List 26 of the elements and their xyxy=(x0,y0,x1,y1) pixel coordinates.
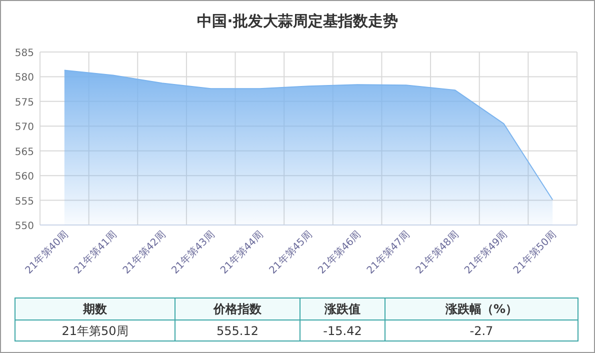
text: 涨跌幅（%） xyxy=(444,302,518,316)
y-tick-label: 560 xyxy=(14,172,34,183)
y-tick-label: 565 xyxy=(14,146,34,158)
text: -15.42 xyxy=(323,324,362,338)
text: -2.7 xyxy=(470,324,494,338)
x-tick-label: 21年第48周 xyxy=(413,228,462,276)
y-tick-label: 570 xyxy=(14,122,34,134)
x-tick-label: 21年第44周 xyxy=(218,228,266,276)
text: 21年第50周 xyxy=(62,324,128,338)
text: 价格指数 xyxy=(212,302,262,316)
x-tick-label: 21年第43周 xyxy=(169,228,217,276)
x-tick-label: 21年第41周 xyxy=(72,228,120,276)
y-tick-label: 555 xyxy=(14,196,34,208)
x-tick-label: 21年第45周 xyxy=(266,228,315,276)
y-tick-label: 585 xyxy=(14,48,34,59)
x-tick-label: 21年第50周 xyxy=(511,228,559,276)
x-tick-label: 21年第47周 xyxy=(364,228,412,276)
x-tick-label: 21年第42周 xyxy=(120,228,168,276)
y-tick-label: 575 xyxy=(14,97,34,108)
x-tick-label: 21年第49周 xyxy=(462,228,510,276)
y-tick-label: 580 xyxy=(14,72,34,84)
chart-title: 中国·批发大蒜周定基指数走势 xyxy=(197,12,398,30)
text: 期数 xyxy=(82,302,108,316)
text: 555.12 xyxy=(216,324,258,338)
x-tick-label: 21年第46周 xyxy=(316,228,364,276)
text: 涨跌值 xyxy=(324,302,360,316)
